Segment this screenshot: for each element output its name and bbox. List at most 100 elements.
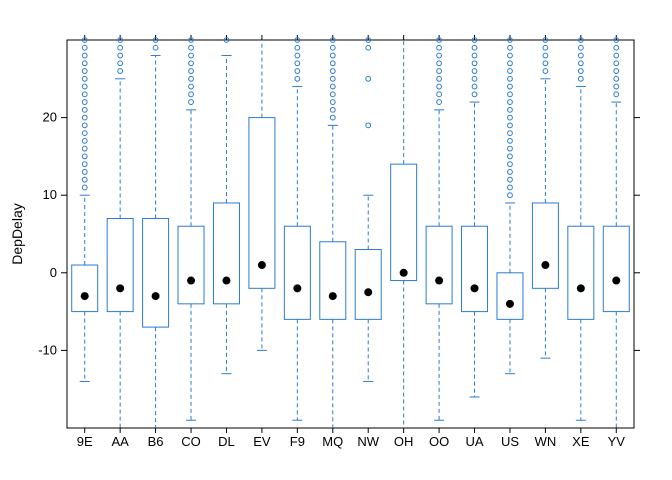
outlier-point [188,99,194,105]
box-group-aa: AA [106,35,134,449]
outlier-point [188,68,194,74]
x-tick-label: B6 [148,434,164,449]
outlier-point [329,91,336,98]
outlier-point [81,130,88,137]
outlier-point [81,60,88,67]
outlier-point [436,99,442,105]
outlier-point [294,52,301,59]
median-dot [116,284,125,293]
outlier-point [471,68,478,74]
outlier-point [81,37,88,43]
outlier-point [223,37,230,43]
median-dot [576,284,585,293]
box [142,217,170,328]
outlier-point [81,169,88,175]
box [71,264,99,313]
outlier-point [294,68,301,74]
outlier-point [542,68,549,74]
outlier-point [365,37,372,43]
outlier-point [81,161,88,168]
x-tick-label: 9E [77,434,93,449]
x-tick-label: XE [572,434,590,449]
outlier-point [294,44,301,51]
median-dot [151,292,160,301]
outlier-point [329,52,336,59]
outlier-point [117,44,124,51]
outlier-point [152,37,159,43]
outlier-point [117,37,124,43]
outlier-point [471,60,478,67]
x-tick-label: EV [253,434,271,449]
outlier-point [507,169,513,175]
outlier-point [436,44,442,51]
outlier-point [294,37,301,43]
box-group-yv: YV [602,35,630,449]
outlier-point [117,60,124,67]
box [531,202,559,289]
outlier-point [188,83,194,90]
outlier-point [507,184,513,191]
outlier-point [436,91,442,98]
outlier-point [507,44,513,51]
box [248,117,276,289]
box [212,202,240,305]
median-dot [80,292,89,301]
outlier-point [81,145,88,152]
outlier-point [507,75,513,82]
median-dot [328,292,337,301]
outlier-point [577,44,584,51]
box-group-9e: 9E [71,35,99,449]
box-group-b6: B6 [142,35,170,449]
median-dot [293,284,302,293]
outlier-point [542,44,549,51]
outlier-point [507,114,513,121]
outlier-point [471,83,478,90]
outlier-point [81,91,88,98]
box-group-nw: NW [354,35,382,449]
outlier-point [188,75,194,82]
box [390,163,418,282]
x-tick-label: WN [535,434,557,449]
box [283,225,311,320]
outlier-point [507,153,513,160]
outlier-point [507,68,513,74]
outlier-point [81,114,88,121]
outlier-point [507,176,513,183]
x-tick-label: OO [429,434,449,449]
outlier-point [188,44,194,51]
outlier-point [471,37,478,43]
median-dot [612,276,621,285]
outlier-point [577,75,584,82]
box-group-wn: WN [531,35,559,449]
plot-area: -10 0 10 20 9E AA B6 CO DL EV F9 MQ NW OH OO UA US WN XE YV [38,35,640,449]
outlier-point [471,44,478,51]
box-group-oo: OO [425,35,453,449]
box-group-mq: MQ [319,35,347,449]
outlier-point [507,60,513,67]
box [319,241,347,320]
x-tick-label: US [501,434,519,449]
outlier-point [329,114,336,121]
median-dot [435,276,444,285]
outlier-point [329,99,336,105]
outlier-point [365,75,372,82]
box-group-dl: DL [212,35,240,449]
x-tick-label: CO [181,434,201,449]
outlier-point [329,75,336,82]
outlier-point [577,52,584,59]
outlier-point [117,68,124,74]
box [602,225,630,313]
y-tick-label: -10 [38,342,57,357]
outlier-point [81,75,88,82]
x-tick-label: MQ [322,434,343,449]
outlier-point [507,130,513,137]
outlier-point [507,52,513,59]
x-tick-label: UA [466,434,484,449]
outlier-point [329,106,336,113]
outlier-point [329,44,336,51]
outlier-point [329,37,336,43]
outlier-point [81,52,88,59]
box [461,225,489,313]
box-group-co: CO [177,35,205,449]
